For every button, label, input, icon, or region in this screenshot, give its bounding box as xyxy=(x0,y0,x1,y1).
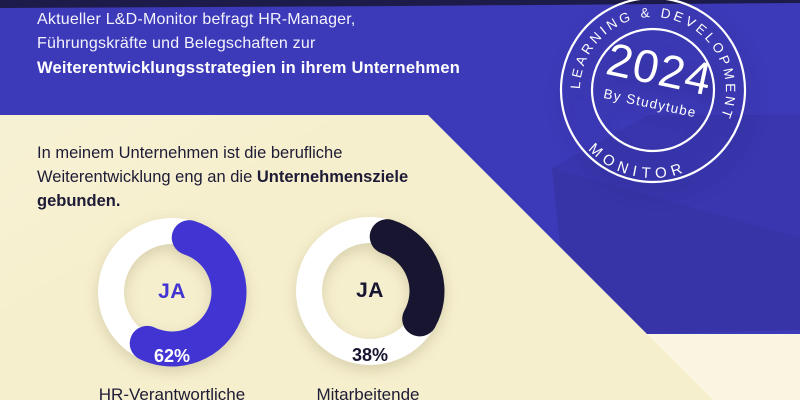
donut-arc-62 xyxy=(97,217,247,367)
donut-answer-label: JA xyxy=(158,280,186,303)
survey-question: In meinem Unternehmen ist die berufliche… xyxy=(37,141,408,213)
donut-group-label-employees: Mitarbeitende xyxy=(316,385,420,400)
stamp-outer-circle xyxy=(559,0,747,184)
header-line-2: Führungskräfte und Belegschaften zur xyxy=(37,35,316,52)
donut-svg-employees xyxy=(295,216,445,366)
donut-percent-label: 62% xyxy=(153,346,191,366)
ld-monitor-2024-stamp: LEARNING & DEVELOPMENT MONITOR 2024 By S… xyxy=(559,0,754,191)
question-line-1: In meinem Unternehmen ist die berufliche xyxy=(37,144,343,162)
donut-chart-employees: JA 38% xyxy=(285,206,455,376)
question-line-3: gebunden. xyxy=(37,192,121,210)
header-text: Aktueller L&D-Monitor befragt HR-Manager… xyxy=(37,8,460,80)
donut-arc-38 xyxy=(295,216,445,366)
question-line-2-bold: Unternehmensziele xyxy=(256,168,409,186)
donut-answer-label: JA xyxy=(356,279,384,302)
donut-group-label-hr: HR-Verantwortliche xyxy=(98,385,246,400)
header-line-1: Aktueller L&D-Monitor befragt HR-Manager… xyxy=(37,11,356,28)
question-line-2-normal: Weiterentwicklung eng an die xyxy=(37,168,257,186)
donut-svg-hr xyxy=(97,217,247,367)
stamp-inner-circle xyxy=(590,27,716,153)
donut-chart-hr: JA 62% xyxy=(87,207,257,377)
question-line-2: Weiterentwicklung eng an die Unternehmen… xyxy=(37,165,408,189)
header-line-3: Weiterentwicklungsstrategien in ihrem Un… xyxy=(37,59,461,77)
donut-percent-label: 38% xyxy=(351,345,389,365)
